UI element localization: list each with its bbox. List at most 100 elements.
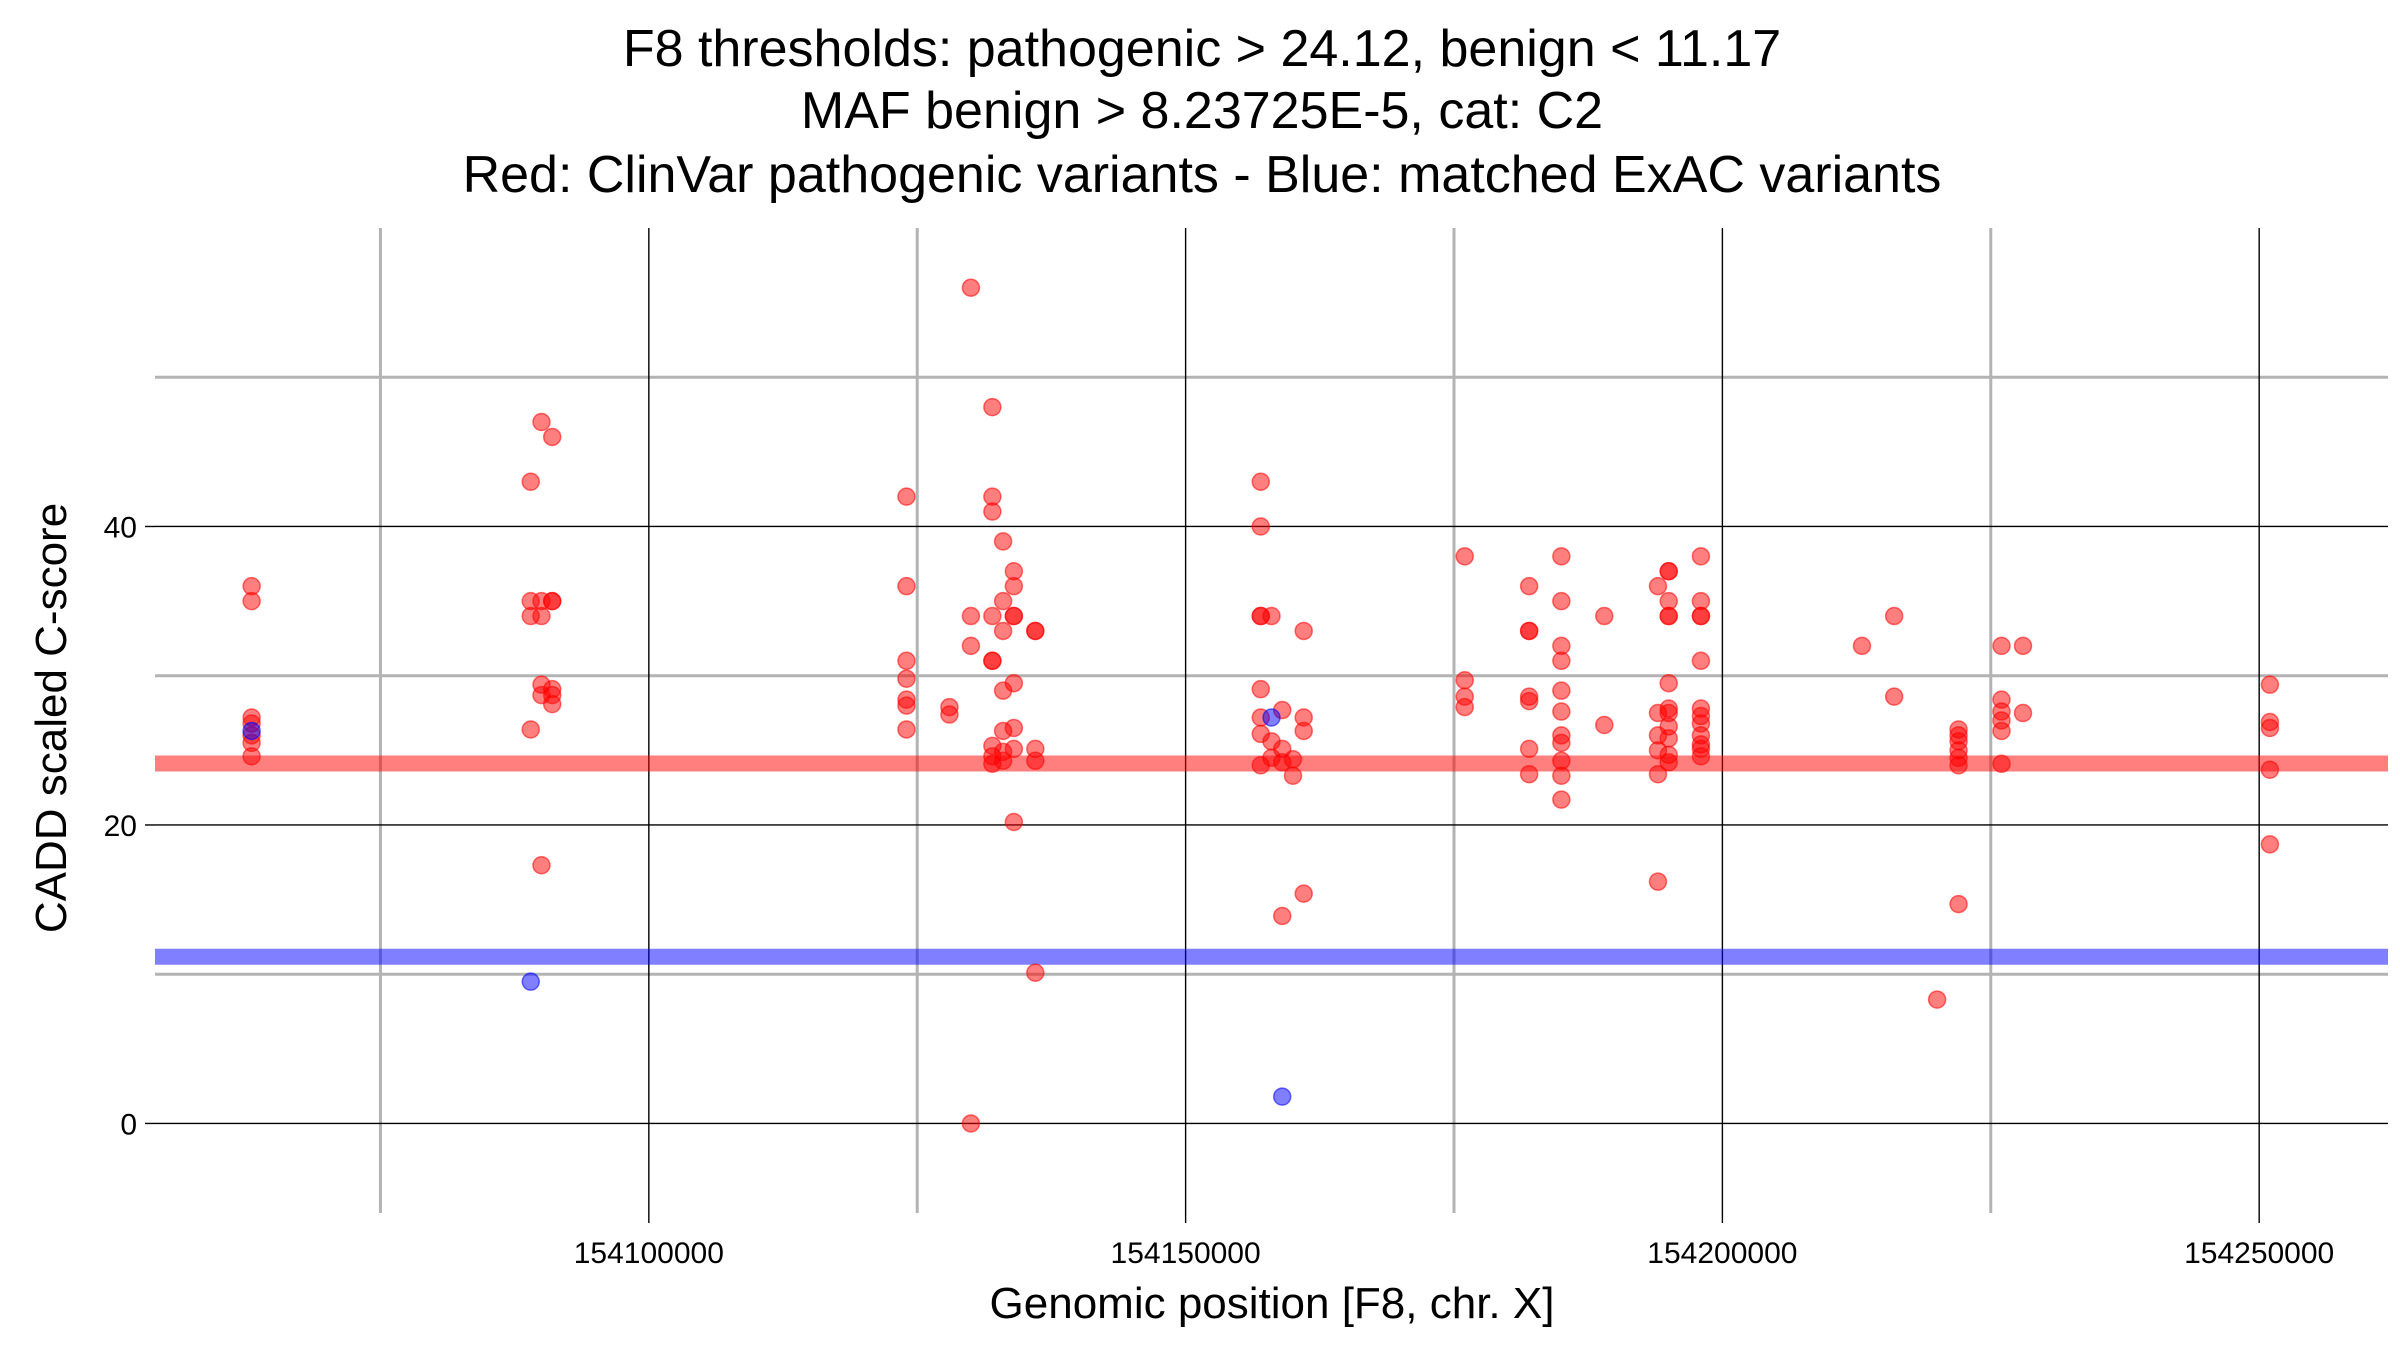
x-tick-label: 154100000 (574, 1237, 724, 1270)
data-point (983, 606, 1002, 626)
data-point (1455, 697, 1474, 717)
data-point (521, 972, 540, 991)
data-point (1272, 906, 1292, 926)
data-point (961, 1114, 981, 1133)
data-point (2260, 760, 2280, 779)
data-point (993, 591, 1013, 611)
data-point (1691, 651, 1711, 671)
data-point (2260, 675, 2280, 694)
x-tick-label: 154200000 (1647, 1237, 1797, 1270)
data-point (1251, 472, 1271, 491)
data-point (532, 856, 551, 875)
data-point (1659, 562, 1678, 581)
data-point (1552, 790, 1571, 809)
data-point (897, 576, 916, 596)
data-point (1884, 687, 1904, 706)
data-point (542, 427, 562, 447)
y-axis-label: CADD scaled C-score (27, 503, 76, 933)
data-point (1262, 708, 1281, 727)
data-point (1519, 764, 1539, 784)
data-point (1552, 547, 1571, 566)
data-point (897, 696, 916, 715)
title-line-1: F8 thresholds: pathogenic > 24.12, benig… (623, 20, 1781, 78)
data-point (1262, 606, 1281, 626)
data-point (1949, 756, 1968, 775)
data-point (1552, 766, 1571, 785)
data-point (993, 751, 1013, 771)
data-point (1251, 517, 1271, 536)
y-tick-label: 20 (104, 810, 137, 843)
data-point (542, 694, 562, 714)
data-point (1552, 702, 1571, 721)
data-point (2260, 718, 2280, 738)
data-point (1659, 673, 1678, 693)
data-point (983, 651, 1002, 671)
data-point (1004, 606, 1024, 626)
data-point (1691, 606, 1711, 626)
data-point (1272, 1087, 1292, 1106)
data-point (1026, 621, 1045, 641)
data-point (993, 532, 1013, 551)
data-point (1519, 691, 1539, 711)
data-point (1691, 547, 1711, 566)
data-point (1004, 576, 1024, 596)
data-point (1659, 606, 1678, 626)
data-point (961, 278, 981, 297)
data-point (1648, 764, 1668, 784)
data-point (532, 412, 551, 432)
data-point (1595, 606, 1614, 626)
x-tick-label: 154250000 (2184, 1237, 2334, 1270)
chart-title: F8 thresholds: pathogenic > 24.12, benig… (463, 20, 1942, 204)
data-point (542, 591, 562, 611)
data-point (1251, 679, 1271, 699)
data-point (1294, 884, 1313, 903)
y-tick-label: 40 (104, 511, 137, 544)
x-tick-label: 154150000 (1111, 1237, 1261, 1270)
data-point (2013, 703, 2033, 723)
data-point (521, 720, 540, 739)
data-point (1648, 872, 1668, 891)
data-point (993, 621, 1013, 641)
data-point (1294, 621, 1313, 641)
data-point (1992, 754, 2011, 774)
data-point (1659, 753, 1678, 772)
data-point (983, 397, 1002, 417)
data-point (1283, 766, 1303, 785)
data-point (1004, 673, 1024, 693)
title-line-2: MAF benign > 8.23725E-5, cat: C2 (801, 82, 1603, 140)
data-point (961, 636, 981, 656)
x-axis-label: Genomic position [F8, chr. X] (990, 1279, 1555, 1328)
data-point (2260, 835, 2280, 854)
tick-labels: 154100000 154150000 154200000 154250000 0 20 4… (104, 511, 2335, 1270)
major-gridlines (155, 228, 2388, 1213)
data-point (1004, 739, 1024, 759)
data-point (897, 720, 916, 739)
data-point (897, 651, 916, 671)
data-point (1927, 990, 1947, 1009)
data-point (1552, 651, 1571, 671)
data-point (940, 705, 959, 724)
data-point (1519, 739, 1539, 759)
threshold-lines (155, 755, 2388, 965)
data-point (1519, 621, 1539, 641)
data-point (1004, 718, 1024, 738)
data-point (1283, 750, 1303, 769)
data-point (1595, 715, 1614, 735)
data-point (1884, 606, 1904, 626)
data-point (1455, 670, 1474, 690)
data-point (1519, 576, 1539, 596)
data-point (242, 747, 261, 766)
data-point (2013, 636, 2033, 656)
data-point (1552, 681, 1571, 700)
data-point (1026, 963, 1045, 982)
data-point (1852, 636, 1872, 656)
data-point (1294, 721, 1313, 741)
axis-ticks (145, 525, 2260, 1223)
data-point (897, 487, 916, 506)
data-point (897, 669, 916, 688)
data-point (1992, 636, 2011, 656)
data-point (1004, 812, 1024, 832)
data-point (1455, 547, 1474, 566)
data-point (1949, 894, 1968, 914)
